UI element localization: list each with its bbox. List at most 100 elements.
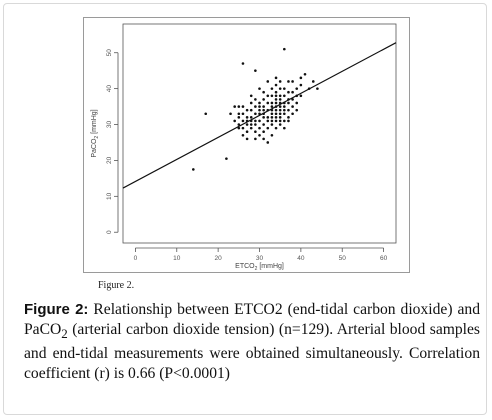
- data-point: [278, 98, 282, 101]
- data-point: [278, 101, 282, 105]
- data-point: [270, 119, 274, 123]
- data-point: [245, 130, 249, 134]
- x-tick-label: 0: [134, 255, 138, 262]
- data-point: [225, 157, 228, 160]
- x-tick-label: 40: [297, 255, 305, 262]
- data-point: [295, 94, 299, 98]
- data-point: [278, 116, 282, 119]
- data-point: [299, 76, 303, 80]
- data-point: [254, 112, 257, 116]
- data-point: [274, 108, 278, 112]
- caption-lead: Figure 2:: [24, 301, 89, 318]
- data-point: [241, 126, 245, 130]
- data-point: [295, 101, 299, 105]
- data-point: [311, 80, 315, 83]
- data-point: [274, 105, 278, 108]
- data-point: [237, 126, 241, 130]
- data-point: [241, 133, 245, 137]
- data-point: [270, 94, 274, 98]
- data-point: [258, 105, 261, 108]
- data-point: [266, 101, 270, 105]
- data-point: [278, 123, 282, 126]
- data-point: [262, 98, 265, 101]
- plot-area-border: [122, 23, 397, 244]
- data-point: [270, 87, 274, 90]
- data-point: [295, 87, 299, 90]
- data-point: [266, 126, 270, 130]
- data-point: [287, 101, 290, 105]
- data-point: [241, 112, 245, 116]
- chart-panel: 0 10 20 30 40 50 60 0 10 20 30 40 50 ETCO2 [mmHg] PaCO…: [83, 17, 410, 273]
- data-point: [258, 87, 261, 90]
- data-point: [278, 108, 282, 112]
- y-tick-label: 0: [106, 230, 113, 234]
- data-point: [245, 119, 249, 123]
- data-point: [291, 105, 294, 108]
- data-point: [278, 105, 282, 108]
- data-point: [249, 108, 253, 112]
- data-point: [274, 116, 278, 119]
- data-point: [241, 62, 245, 65]
- data-point: [274, 119, 278, 123]
- x-tick-label: 50: [339, 255, 347, 262]
- data-point: [283, 47, 286, 51]
- y-tick-label: 30: [106, 121, 113, 129]
- data-point: [291, 80, 294, 83]
- data-point: [283, 105, 286, 108]
- data-point: [241, 119, 245, 123]
- data-point: [287, 108, 290, 112]
- data-point: [245, 116, 249, 119]
- data-point: [295, 108, 299, 112]
- data-point: [287, 90, 290, 94]
- data-point: [245, 123, 249, 126]
- x-tick-label: 30: [256, 255, 264, 262]
- data-point: [249, 101, 253, 105]
- data-point: [233, 119, 236, 123]
- data-point: [283, 119, 286, 123]
- data-point: [258, 133, 261, 137]
- data-point: [278, 119, 282, 123]
- data-point: [278, 80, 282, 83]
- data-point: [258, 126, 261, 130]
- data-point: [237, 123, 241, 126]
- data-point: [262, 108, 265, 112]
- data-point: [283, 101, 286, 105]
- x-tick-label: 60: [380, 255, 388, 262]
- data-point: [274, 76, 278, 80]
- data-point: [254, 98, 257, 101]
- data-point: [299, 83, 303, 87]
- data-point: [229, 112, 232, 116]
- data-point: [249, 123, 253, 126]
- figure-caption: Figure 2: Relationship between ETCO2 (en…: [24, 300, 480, 384]
- data-point: [274, 90, 278, 94]
- data-point: [262, 130, 265, 134]
- data-point: [258, 108, 261, 112]
- data-point: [266, 116, 270, 119]
- data-point: [262, 105, 265, 108]
- data-point: [266, 108, 270, 112]
- data-point: [249, 94, 253, 98]
- data-point: [262, 90, 265, 94]
- data-point: [245, 108, 249, 112]
- data-point: [254, 69, 257, 72]
- data-point: [270, 108, 274, 112]
- y-axis-label: PaCO2 [mmHg]: [91, 109, 100, 157]
- regression-line: [122, 42, 397, 189]
- data-point: [270, 101, 274, 105]
- figure-frame: 0 10 20 30 40 50 60 0 10 20 30 40 50 ETCO2 [mmHg] PaCO…: [3, 3, 487, 415]
- x-axis-label: ETCO2 [mmHg]: [235, 263, 284, 272]
- data-point: [278, 112, 282, 116]
- data-point: [192, 168, 195, 171]
- data-point: [283, 108, 286, 112]
- data-point: [249, 119, 253, 123]
- data-point: [270, 112, 274, 116]
- data-point: [262, 116, 265, 119]
- data-point: [258, 101, 261, 105]
- data-point: [291, 98, 294, 101]
- data-point: [278, 87, 282, 90]
- data-point: [254, 119, 257, 123]
- data-point: [283, 94, 286, 98]
- data-point: [287, 98, 290, 101]
- data-point: [245, 137, 249, 141]
- data-point: [287, 80, 290, 83]
